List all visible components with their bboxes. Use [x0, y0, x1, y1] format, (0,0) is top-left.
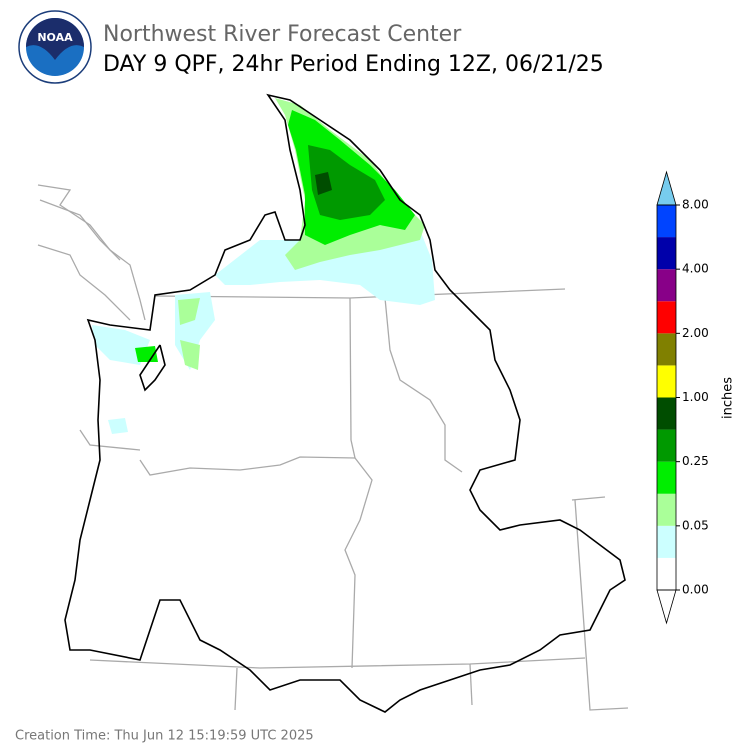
- colorbar-tick-label: 1.00: [682, 390, 709, 404]
- map-title: DAY 9 QPF, 24hr Period Ending 12Z, 06/21…: [103, 52, 604, 77]
- colorbar-bin: [657, 205, 676, 238]
- colorbar-tick-label: 0.25: [682, 454, 709, 468]
- colorbar-tick-label: 2.00: [682, 326, 709, 340]
- colorbar-tick-label: 8.00: [682, 198, 709, 212]
- noaa-logo: NOAA: [18, 10, 92, 84]
- colorbar-tick-label: 4.00: [682, 262, 709, 276]
- agency-title: Northwest River Forecast Center: [103, 22, 462, 47]
- colorbar-bin: [657, 461, 676, 494]
- colorbar-tick-label: 0.05: [682, 518, 709, 532]
- colorbar-bin: [657, 557, 676, 590]
- colorbar-bin: [657, 237, 676, 270]
- colorbar-unit: inches: [721, 377, 736, 419]
- basin-outline: [64, 93, 626, 713]
- colorbar: 0.00 0.05 0.25 1.00 2.00 4.00 8.00: [656, 170, 709, 625]
- precip-areas: [92, 98, 435, 434]
- colorbar-bin: [657, 301, 676, 334]
- colorbar-under: [656, 589, 677, 625]
- puget-sound: [139, 344, 166, 392]
- colorbar-over: [656, 170, 677, 206]
- colorbar-bin: [657, 333, 676, 366]
- colorbar-bin: [657, 269, 676, 302]
- colorbar-bin: [657, 397, 676, 430]
- creation-time: Creation Time: Thu Jun 12 15:19:59 UTC 2…: [15, 729, 314, 744]
- colorbar-bin: [657, 525, 676, 558]
- state-boundaries: [37, 184, 629, 711]
- logo-text: NOAA: [37, 31, 73, 44]
- colorbar-bin: [657, 365, 676, 398]
- colorbar-bin: [657, 429, 676, 462]
- colorbar-bin: [657, 493, 676, 526]
- colorbar-tick-label: 0.00: [682, 583, 709, 597]
